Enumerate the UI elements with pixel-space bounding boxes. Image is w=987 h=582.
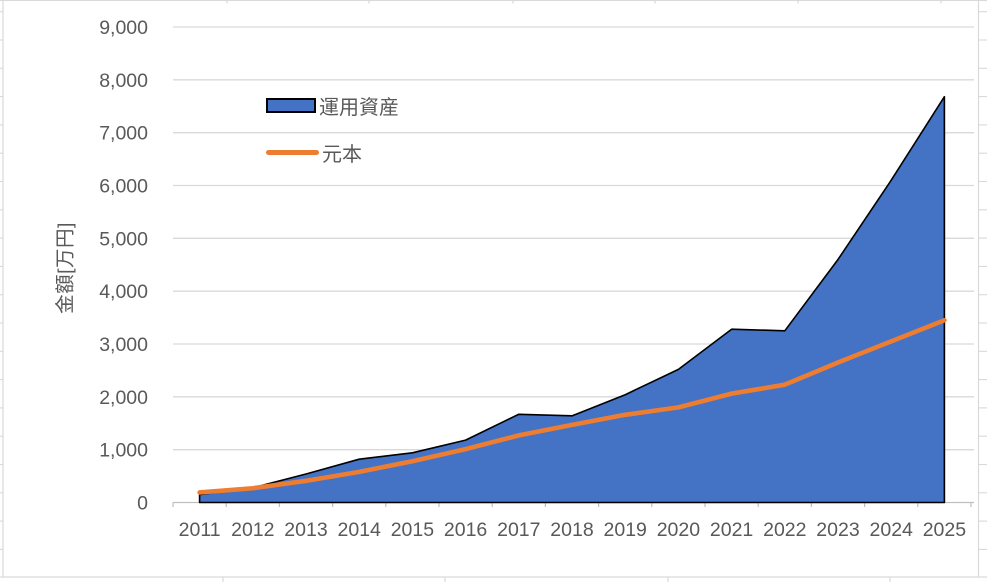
x-tick-label: 2018 (550, 519, 593, 541)
x-tick-label: 2015 (391, 519, 435, 541)
x-tick-label: 2016 (444, 519, 487, 541)
x-tick-label: 2013 (284, 519, 327, 541)
y-tick-label: 8,000 (99, 70, 148, 92)
y-axis-title: 金額[万円] (54, 222, 77, 314)
series-line-principal (197, 317, 947, 495)
x-tick-label: 2024 (870, 519, 914, 541)
chart-legend[interactable]: 運用資産 元本 (266, 95, 399, 166)
y-tick-label: 3,000 (99, 334, 148, 356)
legend-swatch-area-icon (266, 97, 316, 113)
y-tick-label: 9,000 (99, 17, 148, 39)
x-tick-label: 2025 (923, 519, 967, 541)
x-tick-label: 2022 (763, 519, 806, 541)
y-tick-label: 5,000 (99, 228, 148, 250)
x-tick-label: 2019 (604, 519, 647, 541)
y-tick-label: 2,000 (99, 387, 148, 409)
legend-swatch-line-icon (266, 149, 319, 155)
legend-item-principal[interactable]: 元本 (266, 142, 399, 166)
x-tick-label: 2023 (816, 519, 859, 541)
y-tick-label: 4,000 (99, 281, 148, 303)
x-tick-label: 2020 (657, 519, 701, 541)
y-tick-label: 1,000 (99, 440, 148, 462)
x-tick-label: 2021 (710, 519, 753, 541)
series-area-assets (198, 95, 946, 504)
x-tick-label: 2017 (497, 519, 540, 541)
legend-label-assets: 運用資産 (319, 96, 399, 119)
x-tick-label: 2012 (231, 519, 274, 541)
y-tick-label: 6,000 (99, 176, 148, 198)
x-tick-label: 2014 (338, 519, 382, 541)
x-tick-label: 2011 (179, 519, 221, 541)
legend-item-assets[interactable]: 運用資産 (266, 95, 399, 119)
y-tick-label: 7,000 (99, 123, 148, 145)
y-tick-label: 0 (137, 493, 148, 515)
legend-label-principal: 元本 (322, 143, 362, 166)
